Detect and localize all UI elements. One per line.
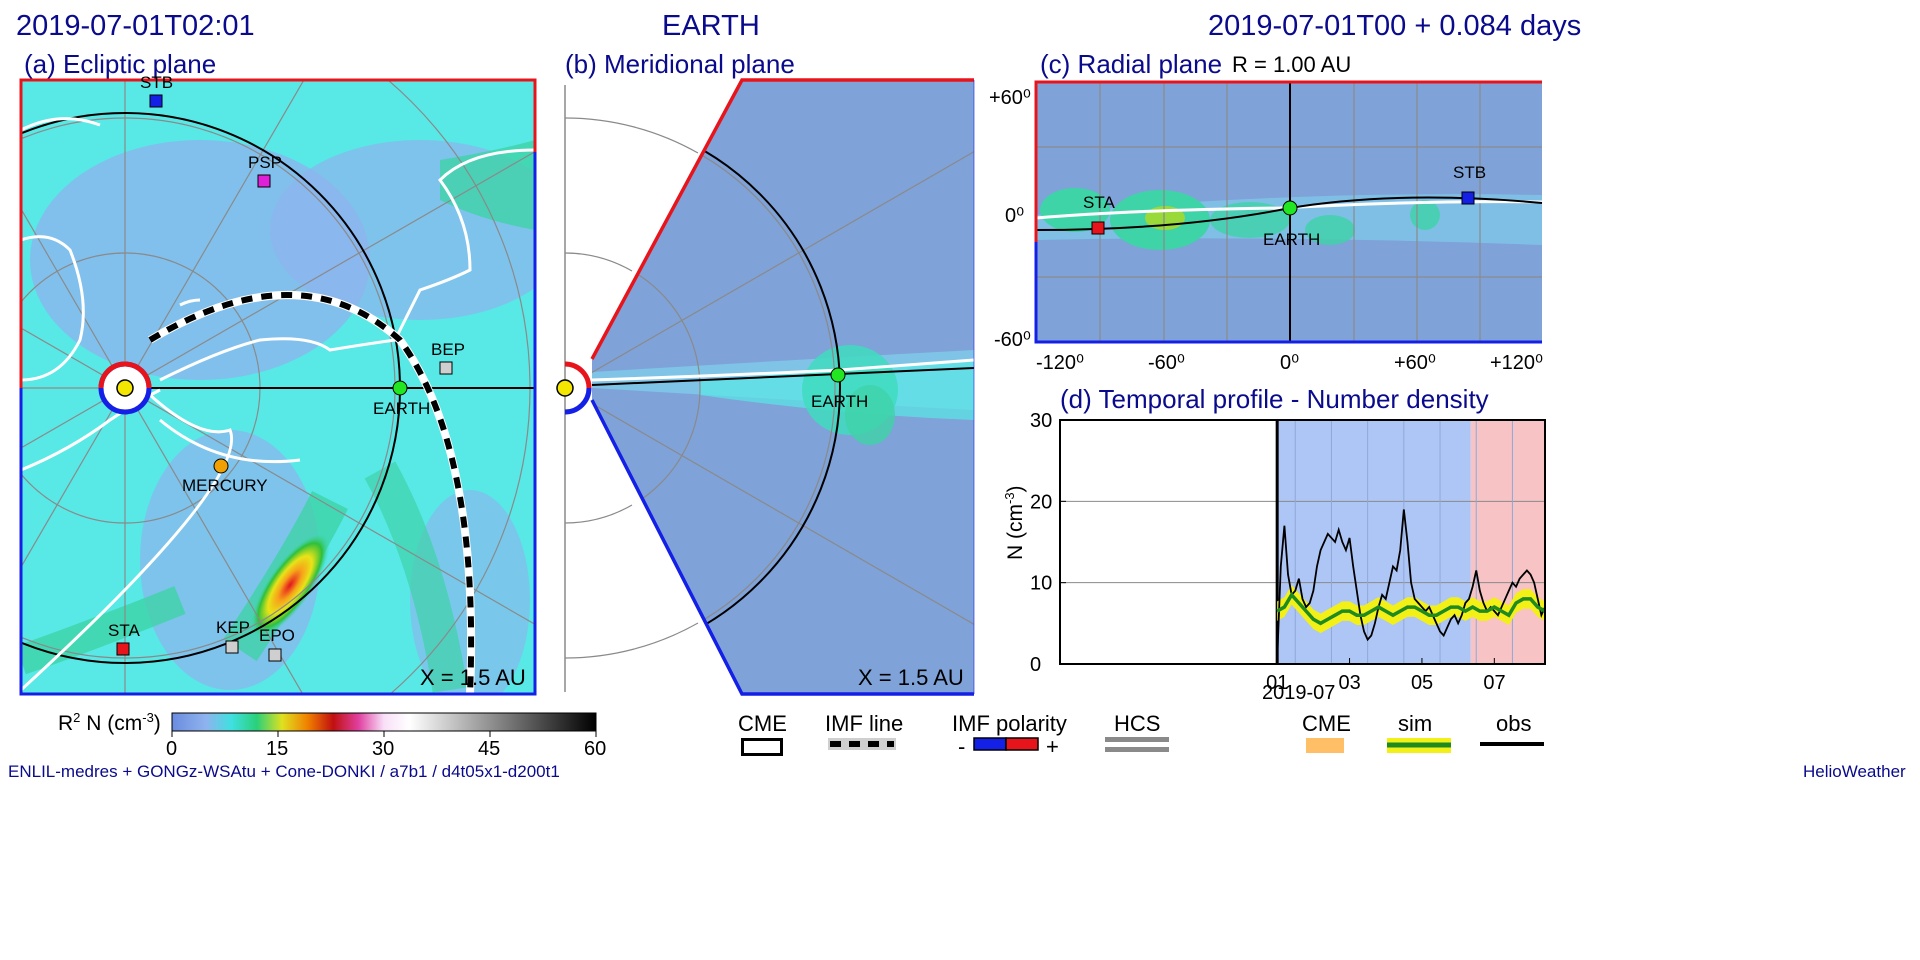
- legend-imf-line-label: IMF line: [825, 711, 904, 736]
- legend-polarity-plus: +: [1046, 734, 1059, 759]
- temporal-ylabel: N (cm-3): [1002, 485, 1027, 560]
- colorbar-label: R2 N (cm-3): [58, 710, 161, 735]
- ytick-label: 10: [1030, 573, 1052, 595]
- radial-radius-label: R = 1.00 AU: [1232, 52, 1352, 77]
- radial-stb-label: STB: [1453, 163, 1486, 182]
- radial-ytick-bottom: -60⁰: [994, 329, 1031, 351]
- radial-earth-label: EARTH: [1263, 230, 1320, 249]
- radial-ytick-mid: 0⁰: [1005, 205, 1024, 227]
- radial-ytick-top: +60⁰: [989, 87, 1031, 109]
- radial-xtick-2: 0⁰: [1280, 352, 1299, 374]
- meridional-scale-label: X = 1.5 AU: [858, 665, 964, 690]
- radial-plot: STA EARTH STB +60⁰ 0⁰ -60⁰ -120⁰ -60⁰ 0⁰…: [989, 80, 1543, 374]
- colorbar-tick-60: 60: [584, 738, 606, 760]
- meridional-earth-marker: [830, 367, 846, 383]
- legend-sim-label: sim: [1398, 711, 1433, 736]
- legend-cme-label: CME: [738, 711, 787, 736]
- meridional-plot: EARTH X = 1.5 AU: [556, 78, 975, 696]
- legend-obs-label: obs: [1496, 711, 1532, 736]
- ytick-label: 0: [1030, 654, 1041, 676]
- sim-band: [1277, 585, 1545, 634]
- psp-label: PSP: [248, 153, 282, 172]
- sun-icon: [116, 379, 134, 397]
- meridional-sun-icon: [556, 379, 574, 397]
- psp-marker: [257, 174, 271, 188]
- ecliptic-border-positive: [19, 78, 537, 388]
- earth-label: EARTH: [373, 399, 430, 418]
- run-time-label: 2019-07-01T02:01: [16, 10, 255, 42]
- kep-marker: [225, 640, 239, 654]
- colorbar: 0 15 30 45 60: [166, 712, 606, 760]
- temporal-chart: 30 20 10 0 01 03 05 07 N (cm-3) 2019-07: [1002, 410, 1546, 704]
- ecliptic-panel-title: (a) Ecliptic plane: [24, 49, 217, 79]
- legend-sim-swatch: [1387, 738, 1451, 753]
- epo-label: EPO: [259, 626, 295, 645]
- xtick-label: 07: [1483, 672, 1505, 694]
- mercury-label: MERCURY: [182, 476, 268, 495]
- radial-xtick-3: +60⁰: [1394, 352, 1436, 374]
- density-hotspot: [250, 532, 330, 638]
- meridional-border-positive: [590, 78, 974, 360]
- radial-xtick-0: -120⁰: [1036, 352, 1084, 374]
- legend-imf-line-swatch: [828, 738, 896, 750]
- ytick-label: 20: [1030, 491, 1052, 513]
- kep-label: KEP: [216, 618, 250, 637]
- legend-obs-swatch: [1480, 742, 1544, 746]
- meridional-border-negative: [590, 399, 974, 696]
- ecliptic-plot: STB PSP BEP EARTH MERCURY STA KEP EPO X …: [19, 73, 537, 696]
- imf-field-line: [148, 292, 475, 694]
- colorbar-tick-45: 45: [478, 738, 500, 760]
- xtick-label: 05: [1411, 672, 1433, 694]
- temporal-panel-title: (d) Temporal profile - Number density: [1060, 384, 1489, 414]
- radial-xtick-4: +120⁰: [1490, 352, 1543, 374]
- xtick-label: 01: [1266, 672, 1288, 694]
- stb-label: STB: [140, 73, 173, 92]
- legend-imf-polarity-swatch: [973, 737, 1039, 751]
- ecliptic-border-negative: [19, 152, 537, 696]
- temporal-frame: [1059, 419, 1546, 665]
- meridional-earth-label: EARTH: [811, 392, 868, 411]
- colorbar-gradient: [171, 712, 597, 732]
- shaded-interval-1: [1470, 420, 1545, 664]
- radial-sta-label: STA: [1083, 193, 1115, 212]
- radial-panel-title: (c) Radial plane: [1040, 49, 1223, 79]
- sta-label: STA: [108, 621, 140, 640]
- ecliptic-scale-label: X = 1.5 AU: [420, 665, 526, 690]
- bep-label: BEP: [431, 340, 465, 359]
- bep-marker: [439, 361, 453, 375]
- radial-earth-marker: [1282, 200, 1298, 216]
- legend-cme-profile-swatch: [1306, 738, 1344, 753]
- meridional-earth-orbit: [592, 112, 841, 664]
- stb-marker: [149, 94, 163, 108]
- radial-stb-marker: [1461, 191, 1475, 205]
- brand-label: HelioWeather: [1803, 762, 1906, 781]
- legend-hcs-label: HCS: [1114, 711, 1161, 736]
- meridional-panel-title: (b) Meridional plane: [565, 49, 795, 79]
- series-sim: [1276, 591, 1546, 626]
- elapsed-time-label: 2019-07-01T00 + 0.084 days: [1208, 10, 1582, 42]
- sta-marker: [116, 642, 130, 656]
- legend-cme-profile-label: CME: [1302, 711, 1351, 736]
- radial-sta-marker: [1091, 221, 1105, 235]
- mercury-marker: [213, 458, 229, 474]
- earth-marker: [392, 380, 408, 396]
- meridional-hcs: [592, 358, 974, 382]
- ytick-label: 30: [1030, 410, 1052, 432]
- legend-imf-polarity-label: IMF polarity: [952, 711, 1067, 736]
- target-title: EARTH: [662, 10, 760, 42]
- colorbar-tick-15: 15: [266, 738, 288, 760]
- legend-polarity-minus: -: [958, 734, 966, 759]
- radial-xtick-1: -60⁰: [1148, 352, 1185, 374]
- epo-marker: [268, 648, 282, 662]
- legend-cme-swatch: [741, 738, 783, 756]
- legend-hcs-swatch: [1105, 737, 1169, 752]
- model-description: ENLIL-medres + GONGz-WSAtu + Cone-DONKI …: [8, 762, 560, 781]
- colorbar-tick-30: 30: [372, 738, 394, 760]
- xtick-label: 03: [1339, 672, 1361, 694]
- temporal-xlabel: 2019-07: [1262, 682, 1335, 704]
- colorbar-tick-0: 0: [166, 738, 177, 760]
